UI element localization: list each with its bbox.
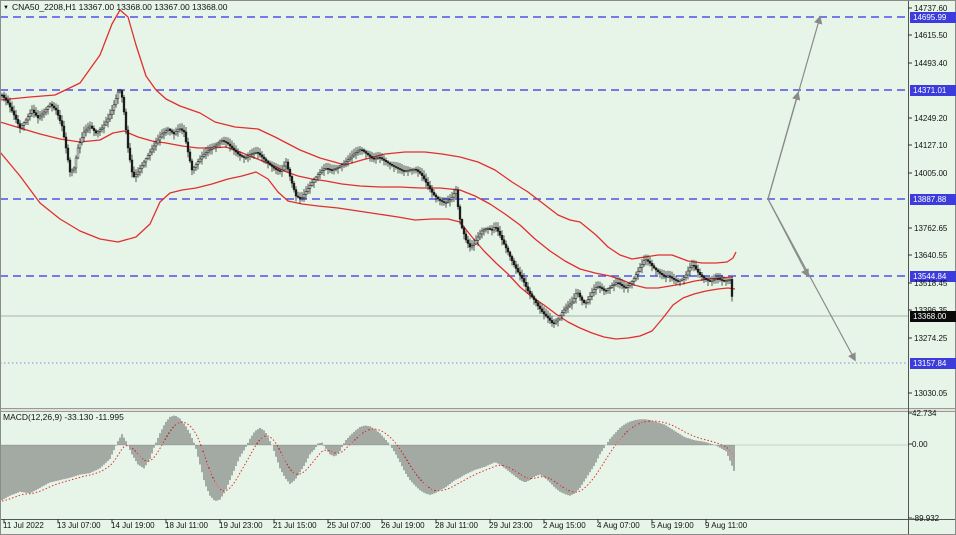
price-tick-label: 14737.60 — [914, 4, 948, 13]
bollinger-lower-line — [0, 151, 736, 340]
symbol-name: CNA50_2208,H1 — [11, 2, 77, 12]
price-tick-label: 13030.05 — [914, 389, 948, 398]
price-tick-label: 13396.35 — [914, 306, 948, 315]
date-label: 9 Aug 11:00 — [705, 521, 748, 530]
date-label: 29 Jul 23:00 — [489, 521, 533, 530]
macd-indicator-label: MACD(12,26,9) -33.130 -11.995 — [3, 412, 124, 422]
date-label: 26 Jul 19:00 — [381, 521, 425, 530]
macd-layer — [0, 415, 908, 502]
macd-scale-label: -89.932 — [912, 514, 940, 523]
macd-histogram — [1, 415, 735, 501]
macd-scale-label: 0.00 — [912, 440, 928, 449]
price-tick-label: 14249.20 — [914, 114, 948, 123]
macd-scale-label: 42.734 — [912, 409, 937, 418]
symbol-label: ▼ CNA50_2208,H1 13367.00 13368.00 13367.0… — [3, 2, 228, 12]
date-label: 13 Jul 07:00 — [57, 521, 101, 530]
price-tick-label: 14615.50 — [914, 31, 948, 40]
date-label: 5 Aug 19:00 — [651, 521, 694, 530]
date-label: 11 Jul 2022 — [3, 521, 44, 530]
date-label: 19 Jul 23:00 — [219, 521, 263, 530]
price-tick-label: 13762.65 — [914, 224, 948, 233]
ohlc-readout: 13367.00 13368.00 13367.00 13368.00 — [78, 2, 228, 12]
price-tick-label: 13518.45 — [914, 279, 948, 288]
bollinger-upper-line — [0, 9, 737, 264]
current-price-badge: 13368.00 — [910, 311, 956, 322]
main-chart-layer — [0, 9, 908, 364]
price-tick-label: 13274.25 — [914, 334, 948, 343]
date-label: 18 Jul 11:00 — [165, 521, 208, 530]
macd-signal-line — [1, 420, 735, 502]
price-tick-label: 13640.55 — [914, 251, 948, 260]
level-badge-14695: 14695.99 — [910, 12, 956, 23]
price-tick-label: 14127.10 — [914, 141, 948, 150]
date-label: 21 Jul 15:00 — [273, 521, 317, 530]
price-tick-label: 14493.40 — [914, 59, 948, 68]
level-badge-13157: 13157.84 — [910, 358, 956, 369]
candles-layer — [0, 88, 734, 328]
level-badge-13544: 13544.84 — [910, 271, 956, 282]
level-badge-14371: 14371.01 — [910, 85, 956, 96]
date-label: 28 Jul 11:00 — [435, 521, 478, 530]
date-label: 2 Aug 15:00 — [543, 521, 586, 530]
date-label: 4 Aug 07:00 — [597, 521, 640, 530]
date-label: 25 Jul 07:00 — [327, 521, 371, 530]
level-badge-13887: 13887.88 — [910, 194, 956, 205]
symbol-dropdown-icon[interactable]: ▼ — [3, 5, 9, 11]
date-label: 14 Jul 19:00 — [111, 521, 155, 530]
price-tick-label: 14005.00 — [914, 169, 948, 178]
